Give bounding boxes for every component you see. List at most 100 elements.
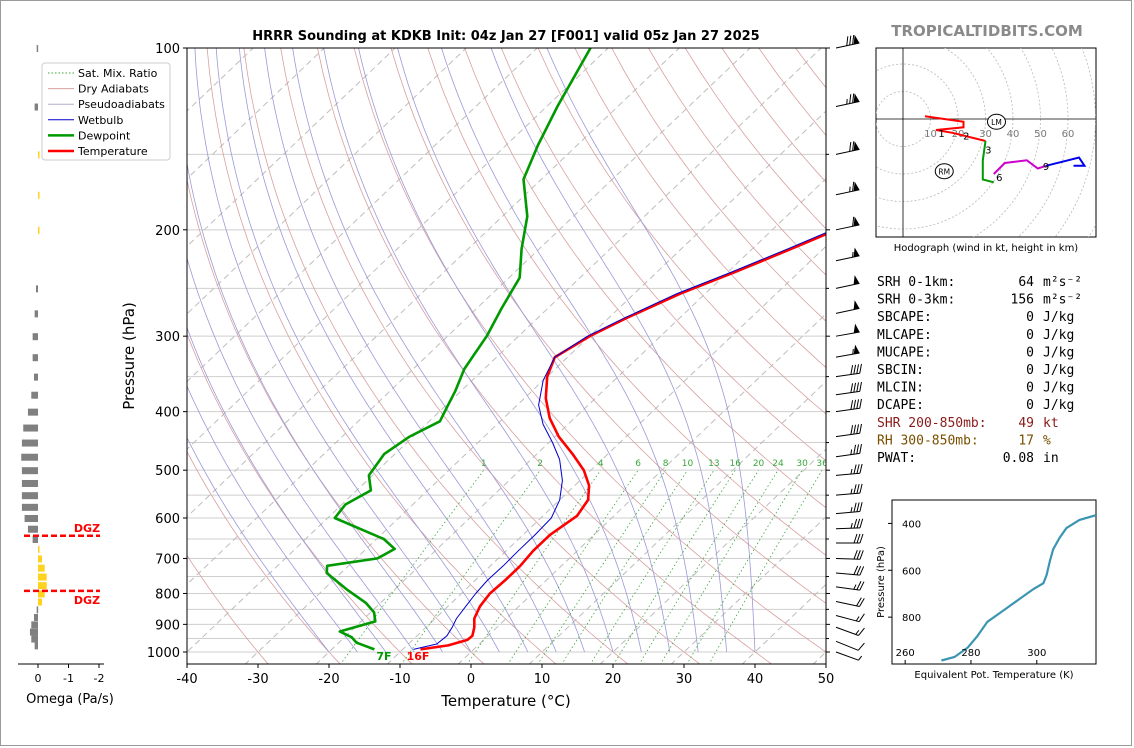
hodograph-height-label: 2 (963, 132, 969, 143)
barb-shaft (835, 148, 860, 155)
pseudo-adiabat (194, 48, 472, 653)
legend-label: Dewpoint (78, 129, 131, 142)
barb-flag (856, 565, 862, 576)
wind-barb (835, 381, 862, 396)
barb-half (850, 488, 853, 494)
legend-label: Wetbulb (78, 114, 123, 127)
pseudo-adiabat (187, 436, 330, 653)
barb-half (852, 348, 854, 355)
skewt-axes: 7F 16F-40 -30 -20 -10 0 10 20 30 40 50100200300400… (41, 22, 1083, 710)
index-unit: J/kg (1043, 398, 1074, 413)
omega-bar (21, 439, 38, 447)
barb-pennant (853, 216, 860, 227)
index-unit: in (1043, 451, 1059, 466)
index-label: MLCIN: (877, 381, 924, 396)
barb-shaft (835, 432, 860, 438)
barb-flag (859, 566, 865, 576)
barb-pennant (853, 300, 860, 310)
pseudo-adiabat (187, 326, 387, 653)
barb-shaft (835, 651, 859, 661)
barb-flag (856, 581, 862, 590)
index-unit: m²s⁻² (1043, 293, 1082, 308)
barb-flag (853, 533, 858, 544)
hodograph-storm-label: LM (991, 118, 1002, 127)
mixing-ratio-line (613, 469, 736, 664)
barb-shaft (835, 407, 860, 413)
omega-bar (38, 598, 43, 606)
pseudo-adiabat (323, 48, 614, 653)
isotherm-10 (528, 380, 826, 664)
index-unit: J/kg (1043, 328, 1074, 343)
text-layer: SRH 0-1km: 64 m²s⁻² SRH 0-3km: 156 m²s⁻² SBCAP… (877, 275, 1082, 466)
index-row: SHR 200-850mb: 49 kt (877, 416, 1059, 431)
barb-flag (853, 424, 857, 435)
omega-bar (21, 479, 38, 487)
hodograph-ring-label: 50 (1034, 129, 1047, 140)
index-value: 0.08 (1003, 451, 1034, 466)
mixing-ratio-line (638, 469, 759, 664)
omega-bar (21, 467, 38, 475)
index-value: 0 (1026, 310, 1034, 325)
omega-panel: 0 -1 -2 Omega (Pa/s) DGZ DGZ (18, 45, 114, 707)
wind-barb (835, 565, 865, 576)
omega-bar (38, 564, 45, 572)
pseudo-adiabat (546, 48, 756, 653)
barb-flag (859, 423, 862, 434)
theta-y-tick-label: 600 (902, 566, 921, 577)
dry-adiabat (187, 554, 269, 664)
index-label: RH 300-850mb: (877, 433, 979, 448)
omega-bar (38, 191, 40, 199)
barb-pennant (853, 93, 860, 103)
omega-bar (21, 453, 38, 461)
pseudo-adiabat (238, 48, 529, 653)
barb-flag (858, 613, 865, 622)
barb-shaft (835, 586, 860, 591)
mixing-ratio-line (590, 469, 715, 664)
barb-half (853, 584, 857, 590)
theta-e-panel: 400 600 800 260 280 300 Equivalent Pot. Temper… (876, 499, 1097, 681)
barb-pennant (853, 181, 860, 192)
barb-flag (853, 464, 857, 474)
barb-shaft (835, 614, 860, 623)
sfc-dewpoint-label: 7F (376, 650, 391, 663)
barb-half (850, 468, 853, 475)
barb-half (852, 251, 854, 258)
barb-flag (853, 502, 857, 513)
mixing-ratio-line (340, 469, 485, 664)
mixing-ratio-label: 8 (663, 459, 669, 469)
index-label: MUCAPE: (877, 345, 932, 360)
wind-barb (835, 581, 865, 591)
hodograph-ring-label: 30 (979, 129, 992, 140)
y-tick-label: 800 (155, 587, 180, 602)
barb-pennant (853, 344, 860, 355)
legend-label: Pseudoadiabats (78, 98, 165, 111)
index-value: 0 (1026, 363, 1034, 378)
wind-barb (835, 34, 860, 49)
theta-x-tick-label: 300 (1027, 648, 1046, 659)
barb-shaft (835, 42, 860, 49)
barb-shaft (835, 390, 860, 396)
isotherm-0 (457, 313, 826, 664)
mixing-ratio-label: 30 (796, 459, 808, 469)
barb-half (855, 616, 860, 622)
barb-shaft (835, 224, 860, 231)
barb-flag (858, 627, 865, 636)
barb-flag (856, 502, 860, 512)
omega-bar (34, 103, 38, 111)
mixing-ratio-line (507, 469, 639, 664)
barb-half (850, 449, 853, 455)
dry-adiabat (317, 48, 773, 664)
index-unit: m²s⁻² (1043, 275, 1082, 290)
omega-bar (38, 573, 47, 581)
index-row: MLCIN: 0 J/kg (877, 381, 1074, 396)
omega-bar (36, 606, 39, 614)
index-label: PWAT: (877, 451, 916, 466)
index-label: SRH 0-3km: (877, 293, 955, 308)
index-unit: J/kg (1043, 381, 1074, 396)
y-tick-label: 700 (155, 552, 180, 567)
y-tick-label: 400 (155, 406, 180, 421)
barb-shaft (835, 572, 860, 576)
dry-adiabat (500, 48, 826, 462)
